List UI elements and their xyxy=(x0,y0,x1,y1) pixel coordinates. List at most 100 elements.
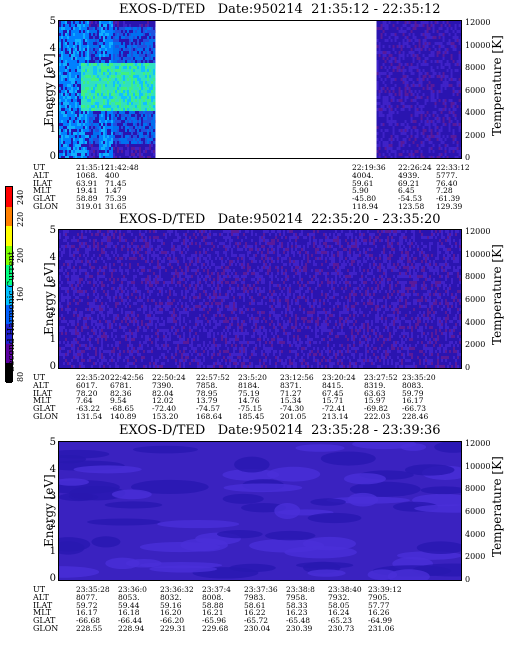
spectrogram-cell xyxy=(63,269,66,273)
spectrogram-cell xyxy=(394,21,397,25)
spectrogram-cell xyxy=(424,123,427,127)
spectrogram-cell xyxy=(426,48,429,52)
spectrogram-cell xyxy=(428,96,431,100)
spectrogram-cell xyxy=(145,111,148,115)
spectrogram-cell xyxy=(153,51,156,55)
spectrogram-cell xyxy=(408,90,411,94)
spectrogram-cell xyxy=(436,102,439,106)
spectrogram-cell xyxy=(458,111,461,115)
spectrogram-cell xyxy=(63,78,66,82)
spectrogram-cell xyxy=(440,66,443,70)
spectrogram-cell xyxy=(442,90,445,94)
spectrogram-cell xyxy=(85,99,88,103)
spectrogram-cell xyxy=(456,36,459,40)
spectrogram-cell xyxy=(123,99,126,103)
spectrogram-cell xyxy=(123,129,126,133)
spectrogram-cell xyxy=(59,138,62,142)
spectrogram-cell xyxy=(149,39,152,43)
spectrogram-cell xyxy=(105,69,108,73)
spectrogram-cell xyxy=(89,144,92,148)
colorbar-tick-label: 200 xyxy=(16,247,25,263)
spectrogram-cell xyxy=(392,87,395,91)
spectrogram-cell xyxy=(115,54,118,58)
spectrogram-cell xyxy=(414,150,417,154)
spectrogram-cell xyxy=(71,341,74,345)
spectrogram-cell xyxy=(63,33,66,37)
spectrogram-cell xyxy=(426,30,429,34)
spectrogram-cell xyxy=(452,87,455,91)
spectrogram-cell xyxy=(135,123,138,127)
spectrogram-cell xyxy=(71,111,74,115)
spectrogram-cell xyxy=(141,93,144,97)
spectrogram-cell xyxy=(87,278,90,282)
spectrogram-cell xyxy=(125,81,128,85)
spectrogram-cell xyxy=(458,66,461,70)
spectrogram-cell xyxy=(386,57,389,61)
spectrogram-cell xyxy=(456,114,459,118)
spectrogram-cell xyxy=(87,84,90,88)
spectrogram-cell xyxy=(139,93,142,97)
spectrogram-cell xyxy=(109,111,112,115)
spectrogram-cell xyxy=(414,120,417,124)
spectrogram-cell xyxy=(73,257,76,261)
spectrogram-cell xyxy=(71,57,74,61)
spectrogram-cell xyxy=(111,99,114,103)
spectrogram-cell xyxy=(149,153,152,157)
spectrogram-cell xyxy=(127,147,130,151)
spectrogram-cell xyxy=(440,84,443,88)
spectrogram-cell xyxy=(444,114,447,118)
spectrogram-cell xyxy=(101,33,104,37)
spectrogram-cell xyxy=(79,254,82,258)
spectrogram-cell xyxy=(452,66,455,70)
spectrogram-cell xyxy=(388,153,391,157)
spectrogram-cell xyxy=(61,263,64,267)
spectrogram-cell xyxy=(398,63,401,67)
spectrogram-cell xyxy=(442,123,445,127)
spectrogram-cell xyxy=(394,120,397,124)
spectrogram-cell xyxy=(380,66,383,70)
spectrogram-cell xyxy=(101,93,104,97)
spectrogram-cell xyxy=(382,144,385,148)
spectrogram-cell xyxy=(442,48,445,52)
spectrogram-cell xyxy=(384,105,387,109)
spectrogram-cell xyxy=(61,353,64,357)
spectrogram-cell xyxy=(61,156,64,158)
spectrogram-cell xyxy=(376,45,379,49)
spectrogram-cell xyxy=(67,138,70,142)
spectrogram-cell xyxy=(117,129,120,133)
spectrogram-cell xyxy=(65,275,68,279)
spectrogram-cell xyxy=(438,147,441,151)
spectrogram-cell xyxy=(123,57,126,61)
spectrogram-cell xyxy=(137,84,140,88)
spectrogram-cell xyxy=(400,138,403,142)
spectrogram-cell xyxy=(83,54,86,58)
spectrogram-cell xyxy=(440,132,443,136)
spectrogram-cell xyxy=(416,147,419,151)
spectrogram-cell xyxy=(390,108,393,112)
spectrogram-cell xyxy=(139,51,142,55)
spectrogram-cell xyxy=(386,93,389,97)
spectrogram-cell xyxy=(446,141,449,145)
spectrogram-cell xyxy=(113,99,116,103)
spectrogram-cell xyxy=(412,129,415,133)
spectrogram-cell xyxy=(143,150,146,154)
spectrogram-cell xyxy=(123,132,126,136)
spectrogram-cell xyxy=(420,102,423,106)
spectrogram-cell xyxy=(113,51,116,55)
spectrogram-cell xyxy=(83,275,86,279)
spectrogram-cell xyxy=(426,42,429,46)
spectrogram-cell xyxy=(119,78,122,82)
spectrogram-cell xyxy=(81,302,84,306)
spectrogram-cell xyxy=(77,281,80,285)
spectrogram-cell xyxy=(412,120,415,124)
spectrogram-cell xyxy=(139,36,142,40)
spectrogram-cell xyxy=(115,120,118,124)
spectrogram-cell xyxy=(71,141,74,145)
spectrogram-cell xyxy=(95,78,98,82)
spectrogram-cell xyxy=(79,347,82,351)
spectrogram-cell xyxy=(418,135,421,139)
spectrogram-cell xyxy=(426,75,429,79)
spectrogram-cell xyxy=(151,57,154,61)
spectrogram-cell xyxy=(394,42,397,46)
spectrogram-cell xyxy=(414,33,417,37)
